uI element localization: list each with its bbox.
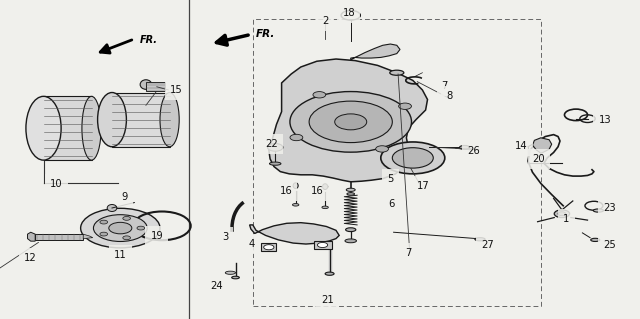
Ellipse shape	[292, 204, 299, 206]
Ellipse shape	[82, 96, 101, 160]
Ellipse shape	[591, 238, 600, 241]
Ellipse shape	[269, 162, 281, 165]
Text: 2: 2	[322, 16, 328, 26]
Ellipse shape	[475, 238, 485, 241]
Circle shape	[109, 222, 132, 234]
Text: 4: 4	[248, 239, 255, 249]
Ellipse shape	[346, 188, 355, 191]
Ellipse shape	[347, 193, 355, 195]
Bar	[112, 93, 170, 147]
Circle shape	[81, 208, 160, 248]
Text: 20: 20	[532, 154, 545, 164]
Bar	[44, 96, 92, 160]
Text: 5: 5	[387, 174, 394, 184]
Bar	[146, 82, 165, 91]
Text: FR.: FR.	[140, 35, 157, 45]
Circle shape	[399, 103, 412, 109]
Text: 19: 19	[150, 231, 163, 241]
Polygon shape	[532, 138, 552, 153]
Text: 7: 7	[405, 248, 412, 258]
Ellipse shape	[593, 209, 604, 212]
Text: FR.: FR.	[256, 29, 275, 40]
Text: 10: 10	[50, 179, 63, 189]
Circle shape	[268, 144, 283, 151]
Text: 27: 27	[481, 240, 494, 250]
Text: 17: 17	[417, 181, 430, 191]
Ellipse shape	[108, 204, 116, 211]
Polygon shape	[314, 241, 332, 249]
Ellipse shape	[323, 184, 328, 189]
Bar	[35, 234, 83, 240]
Circle shape	[123, 236, 131, 240]
Circle shape	[290, 134, 303, 141]
Text: 11: 11	[114, 249, 127, 260]
Circle shape	[554, 210, 570, 218]
Text: 12: 12	[24, 253, 37, 263]
Circle shape	[137, 226, 145, 230]
Circle shape	[123, 217, 131, 220]
Text: 16: 16	[310, 186, 323, 196]
Circle shape	[558, 212, 566, 216]
Ellipse shape	[293, 183, 298, 189]
Text: 21: 21	[321, 295, 334, 306]
Text: 1: 1	[563, 214, 570, 225]
Polygon shape	[269, 59, 428, 182]
Text: 26: 26	[467, 145, 480, 156]
Ellipse shape	[140, 80, 152, 89]
Text: 6: 6	[388, 199, 395, 209]
Circle shape	[100, 220, 108, 224]
Circle shape	[392, 148, 433, 168]
Text: 23: 23	[603, 203, 616, 213]
Text: 13: 13	[598, 115, 611, 125]
Ellipse shape	[26, 96, 61, 160]
Circle shape	[335, 114, 367, 130]
Ellipse shape	[322, 206, 328, 209]
Ellipse shape	[97, 93, 127, 147]
Circle shape	[313, 92, 326, 98]
Text: 18: 18	[342, 8, 355, 19]
Polygon shape	[250, 223, 339, 244]
Circle shape	[290, 92, 412, 152]
Circle shape	[100, 232, 108, 236]
Polygon shape	[261, 243, 276, 251]
Text: 16: 16	[280, 186, 292, 196]
Bar	[253, 19, 541, 306]
Polygon shape	[83, 234, 93, 239]
Ellipse shape	[460, 145, 470, 149]
Ellipse shape	[232, 276, 239, 279]
Circle shape	[264, 245, 274, 250]
Ellipse shape	[325, 272, 334, 275]
Circle shape	[381, 142, 445, 174]
Polygon shape	[351, 44, 400, 60]
Text: 25: 25	[603, 240, 616, 250]
Ellipse shape	[345, 239, 356, 243]
Text: 22: 22	[266, 139, 278, 149]
Text: 9: 9	[122, 192, 128, 202]
Ellipse shape	[225, 271, 236, 274]
Circle shape	[93, 215, 147, 241]
Text: 7: 7	[442, 81, 448, 91]
Ellipse shape	[160, 93, 179, 147]
Text: 15: 15	[170, 85, 182, 95]
Polygon shape	[28, 232, 35, 241]
Circle shape	[317, 242, 328, 248]
Text: 14: 14	[515, 141, 528, 151]
Text: 24: 24	[210, 280, 223, 291]
Circle shape	[309, 101, 392, 143]
Text: 3: 3	[222, 232, 228, 242]
Ellipse shape	[390, 70, 404, 75]
Text: 8: 8	[446, 91, 452, 101]
Circle shape	[376, 146, 388, 152]
Ellipse shape	[346, 228, 356, 232]
